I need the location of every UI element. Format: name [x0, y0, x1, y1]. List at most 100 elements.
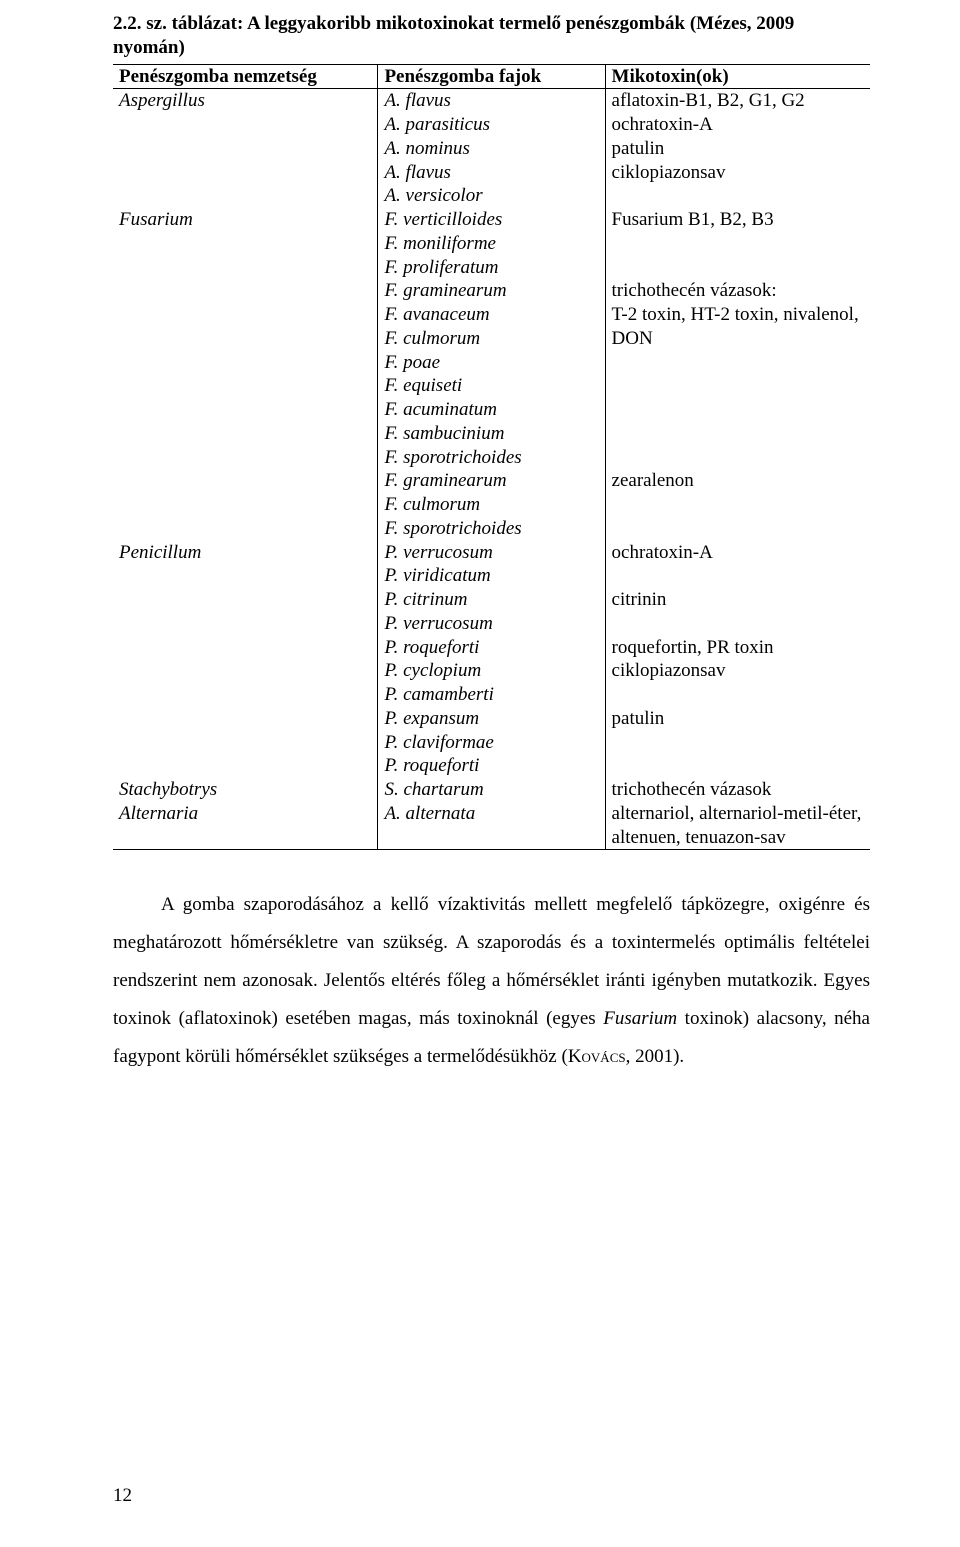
- cell-species: A. parasiticus: [378, 113, 605, 137]
- cell-species: F. poae: [378, 351, 605, 375]
- para-italic-fusarium: Fusarium: [603, 1008, 677, 1029]
- cell-species: A. flavus: [378, 161, 605, 185]
- cell-toxin: [605, 612, 870, 636]
- cell-toxin: aflatoxin-B1, B2, G1, G2: [605, 89, 870, 113]
- cell-species: F. avanaceum: [378, 303, 605, 327]
- table-row: F. poae: [113, 351, 870, 375]
- species-text: P. roqueforti: [384, 637, 479, 658]
- cell-toxin: ochratoxin-A: [605, 113, 870, 137]
- table-row: P. expansumpatulin: [113, 707, 870, 731]
- cell-toxin: roquefortin, PR toxin: [605, 636, 870, 660]
- cell-toxin: [605, 256, 870, 280]
- cell-species: F. culmorum: [378, 327, 605, 351]
- cell-genus: [113, 303, 378, 327]
- cell-species: F. graminearum: [378, 279, 605, 303]
- species-text: F. avanaceum: [384, 304, 489, 325]
- species-text: A. flavus: [384, 162, 451, 183]
- cell-genus: [113, 351, 378, 375]
- cell-species: F. sambucinium: [378, 422, 605, 446]
- table-row: A. parasiticusochratoxin-A: [113, 113, 870, 137]
- species-text: P. verrucosum: [384, 613, 492, 634]
- cell-toxin: citrinin: [605, 588, 870, 612]
- table-row: P. camamberti: [113, 683, 870, 707]
- species-text: F. sporotrichoides: [384, 447, 521, 468]
- cell-toxin: [605, 731, 870, 755]
- table-row: P. citrinumcitrinin: [113, 588, 870, 612]
- cell-toxin: altenuen, tenuazon-sav: [605, 826, 870, 850]
- cell-species: A. flavus: [378, 89, 605, 113]
- table-row: Stachybotrys S. chartarum trichothecén váz…: [113, 778, 870, 802]
- cell-species: F. proliferatum: [378, 256, 605, 280]
- species-text: P. expansum: [384, 708, 479, 729]
- cell-species: [378, 826, 605, 850]
- cell-genus: [113, 754, 378, 778]
- cell-toxin: [605, 398, 870, 422]
- cell-genus: [113, 113, 378, 137]
- cell-species: F. moniliforme: [378, 232, 605, 256]
- cell-species: S. chartarum: [378, 778, 605, 802]
- cell-genus: [113, 137, 378, 161]
- cell-toxin: [605, 351, 870, 375]
- table-row: F. culmorumDON: [113, 327, 870, 351]
- cell-species: P. roqueforti: [378, 636, 605, 660]
- table-row: F. sambucinium: [113, 422, 870, 446]
- page: 2.2. sz. táblázat: A leggyakoribb mikoto…: [0, 0, 960, 1547]
- table-row: F. acuminatum: [113, 398, 870, 422]
- cell-genus: [113, 446, 378, 470]
- cell-genus: [113, 826, 378, 850]
- table-row: F. culmorum: [113, 493, 870, 517]
- species-text: S. chartarum: [384, 779, 483, 800]
- species-text: P. camamberti: [384, 684, 493, 705]
- cell-genus: [113, 422, 378, 446]
- table-row: P. cyclopiumciklopiazonsav: [113, 659, 870, 683]
- species-text: A. flavus: [384, 90, 451, 111]
- cell-genus: Alternaria: [113, 802, 378, 826]
- col-header-species: Penészgomba fajok: [378, 64, 605, 89]
- genus-text: Aspergillus: [119, 90, 205, 111]
- cell-genus: [113, 374, 378, 398]
- table-row: PenicillumP. verrucosumochratoxin-A: [113, 541, 870, 565]
- table-header-row: Penészgomba nemzetség Penészgomba fajok …: [113, 64, 870, 89]
- cell-toxin: trichothecén vázasok: [605, 778, 870, 802]
- table-row: P. viridicatum: [113, 564, 870, 588]
- cell-genus: Fusarium: [113, 208, 378, 232]
- cell-species: P. camamberti: [378, 683, 605, 707]
- mycotoxin-table: Penészgomba nemzetség Penészgomba fajok …: [113, 64, 870, 851]
- cell-genus: Aspergillus: [113, 89, 378, 113]
- cell-genus: [113, 256, 378, 280]
- genus-text: Stachybotrys: [119, 779, 217, 800]
- table-row: P. verrucosum: [113, 612, 870, 636]
- cell-species: A. nominus: [378, 137, 605, 161]
- cell-toxin: ochratoxin-A: [605, 541, 870, 565]
- species-text: A. nominus: [384, 138, 470, 159]
- table-row: F. graminearumtrichothecén vázasok:: [113, 279, 870, 303]
- cell-genus: [113, 707, 378, 731]
- species-text: F. sambucinium: [384, 423, 504, 444]
- cell-genus: [113, 161, 378, 185]
- table-row: A. versicolor: [113, 184, 870, 208]
- table-row: P. claviformae: [113, 731, 870, 755]
- cell-toxin: alternariol, alternariol-metil-éter,: [605, 802, 870, 826]
- cell-toxin: T-2 toxin, HT-2 toxin, nivalenol,: [605, 303, 870, 327]
- species-text: F. acuminatum: [384, 399, 497, 420]
- cell-toxin: trichothecén vázasok:: [605, 279, 870, 303]
- cell-toxin: [605, 422, 870, 446]
- table-row: F. sporotrichoides: [113, 446, 870, 470]
- cell-toxin: patulin: [605, 137, 870, 161]
- species-text: F. sporotrichoides: [384, 518, 521, 539]
- cell-genus: Penicillum: [113, 541, 378, 565]
- species-text: P. viridicatum: [384, 565, 490, 586]
- cell-toxin: DON: [605, 327, 870, 351]
- cell-toxin: [605, 184, 870, 208]
- genus-text: Fusarium: [119, 209, 193, 230]
- cell-species: F. equiseti: [378, 374, 605, 398]
- cell-toxin: [605, 446, 870, 470]
- table-row: F. sporotrichoides: [113, 517, 870, 541]
- cell-toxin: Fusarium B1, B2, B3: [605, 208, 870, 232]
- cell-genus: [113, 184, 378, 208]
- cell-species: P. verrucosum: [378, 612, 605, 636]
- cell-species: P. citrinum: [378, 588, 605, 612]
- cell-species: P. expansum: [378, 707, 605, 731]
- cell-toxin: ciklopiazonsav: [605, 161, 870, 185]
- cell-species: P. verrucosum: [378, 541, 605, 565]
